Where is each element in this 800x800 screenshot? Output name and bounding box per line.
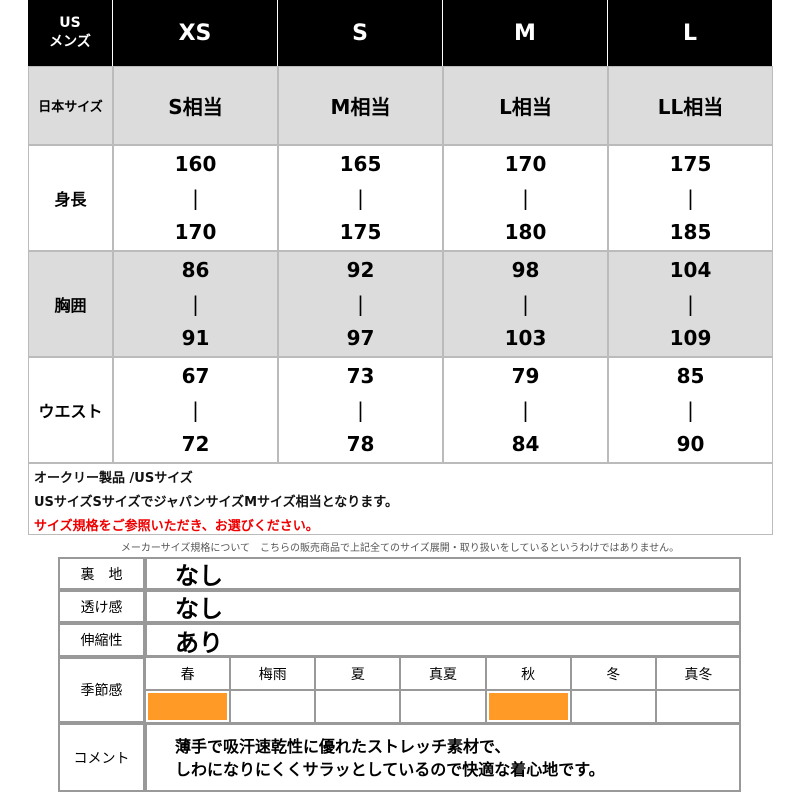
comment: 薄手で吸汗速乾性に優れたストレッチ素材で、しわになりにくくサラッとしているので快… xyxy=(145,723,741,792)
season-name: 梅雨 xyxy=(230,657,316,690)
measure-text: 104 xyxy=(669,258,712,282)
measure-text: | xyxy=(192,292,199,316)
size-column: XS xyxy=(113,0,278,66)
measure-text: | xyxy=(357,398,364,422)
row-label: 日本サイズ xyxy=(28,66,113,145)
measure-text: 180 xyxy=(504,220,547,244)
measure-text: | xyxy=(357,186,364,210)
measure-text: | xyxy=(192,398,199,422)
season-cell xyxy=(145,690,231,723)
measure-text: 170 xyxy=(174,220,217,244)
spec-value: なし xyxy=(145,557,741,590)
spec-label: 透け感 xyxy=(58,590,145,623)
note: サイズ規格をご参照いただき、お選びください。 xyxy=(34,519,319,534)
measure-text: 92 xyxy=(346,258,375,282)
measure-cell: 98 | 103 xyxy=(443,251,608,357)
measure-cell: 92 | 97 xyxy=(278,251,443,357)
season-cell xyxy=(400,690,486,723)
comment-line: 薄手で吸汗速乾性に優れたストレッチ素材で、 xyxy=(175,736,511,756)
size-column: M xyxy=(443,0,608,66)
measure-cell: 86 | 91 xyxy=(113,251,278,357)
spec-label: 裏 地 xyxy=(58,557,145,590)
measure-text: 97 xyxy=(346,326,375,350)
size-column: S xyxy=(278,0,443,66)
measure-text: 90 xyxy=(676,432,705,456)
measure-cell: 175 | 185 xyxy=(608,145,773,251)
measure-text: | xyxy=(357,292,364,316)
season-cell xyxy=(230,690,316,723)
japan-size: S相当 xyxy=(113,66,278,145)
season-name: 真夏 xyxy=(400,657,486,690)
spec-value: あり xyxy=(145,623,741,657)
measure-text: | xyxy=(522,398,529,422)
size-column: L xyxy=(608,0,773,66)
comment-line: しわになりにくくサラッとしているので快適な着心地です。 xyxy=(175,759,605,779)
japan-size: L相当 xyxy=(443,66,608,145)
season-cell xyxy=(655,690,741,723)
measure-cell: 165 | 175 xyxy=(278,145,443,251)
row-label: 胸囲 xyxy=(28,251,113,357)
measure-text: 165 xyxy=(339,152,382,176)
measure-text: | xyxy=(687,398,694,422)
japan-size: M相当 xyxy=(278,66,443,145)
measure-text: 103 xyxy=(504,326,547,350)
measure-text: | xyxy=(687,186,694,210)
season-mark xyxy=(148,693,228,720)
measure-text: 175 xyxy=(339,220,382,244)
season-cell xyxy=(485,690,571,723)
note: オークリー製品 /USサイズ xyxy=(34,471,193,486)
row-label: ウエスト xyxy=(28,357,113,463)
measure-text: 79 xyxy=(511,364,540,388)
spec-label: 季節感 xyxy=(58,657,145,723)
season-name: 春 xyxy=(145,657,231,690)
measure-text: 175 xyxy=(669,152,712,176)
measure-text: 98 xyxy=(511,258,540,282)
measure-cell: 85 | 90 xyxy=(608,357,773,463)
measure-text: 78 xyxy=(346,432,375,456)
season-cell xyxy=(315,690,401,723)
spec-value: なし xyxy=(145,590,741,623)
measure-text: | xyxy=(687,292,694,316)
header-label: US メンズ xyxy=(28,0,113,66)
season-name: 秋 xyxy=(485,657,571,690)
measure-text: | xyxy=(522,292,529,316)
season-mark xyxy=(488,693,568,720)
caption: メーカーサイズ規格について こちらの販売商品で上記全てのサイズ展開・取り扱いをし… xyxy=(120,542,680,554)
measure-cell: 104 | 109 xyxy=(608,251,773,357)
season-name: 夏 xyxy=(315,657,401,690)
header-label-line: メンズ xyxy=(49,34,91,50)
measure-cell: 73 | 78 xyxy=(278,357,443,463)
note: USサイズSサイズでジャパンサイズMサイズ相当となります。 xyxy=(34,495,398,510)
measure-cell: 67 | 72 xyxy=(113,357,278,463)
measure-text: 91 xyxy=(181,326,210,350)
row-label: 身長 xyxy=(28,145,113,251)
season-name: 冬 xyxy=(570,657,656,690)
notes-box xyxy=(28,463,773,535)
spec-label: コメント xyxy=(58,723,145,792)
spec-label: 伸縮性 xyxy=(58,623,145,657)
measure-text: 170 xyxy=(504,152,547,176)
measure-text: 84 xyxy=(511,432,540,456)
measure-text: 72 xyxy=(181,432,210,456)
header-label-line: US xyxy=(59,15,81,31)
japan-size: LL相当 xyxy=(608,66,773,145)
measure-cell: 160 | 170 xyxy=(113,145,278,251)
measure-text: 85 xyxy=(676,364,705,388)
measure-text: 86 xyxy=(181,258,210,282)
measure-text: 185 xyxy=(669,220,712,244)
measure-text: 109 xyxy=(669,326,712,350)
measure-cell: 170 | 180 xyxy=(443,145,608,251)
measure-cell: 79 | 84 xyxy=(443,357,608,463)
measure-text: 160 xyxy=(174,152,217,176)
measure-text: 67 xyxy=(181,364,210,388)
measure-text: 73 xyxy=(346,364,375,388)
measure-text: | xyxy=(192,186,199,210)
season-cell xyxy=(570,690,656,723)
measure-text: | xyxy=(522,186,529,210)
season-name: 真冬 xyxy=(655,657,741,690)
